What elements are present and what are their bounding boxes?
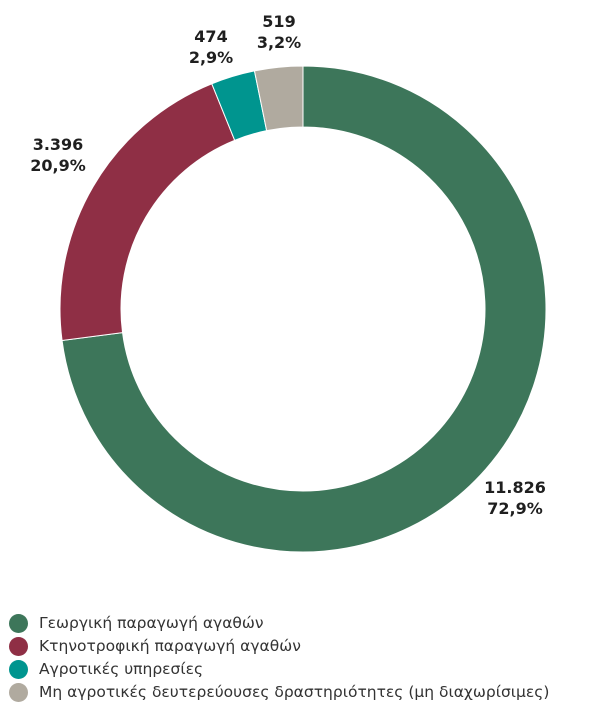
donut-chart: 11.826 72,9% 3.396 20,9% 474 2,9% 519 3,2% [30,12,547,553]
slice-percent-label-1: 72,9% [487,499,543,518]
slice-value-label-4: 519 [262,12,295,31]
legend-item-4: Μη αγροτικές δευτερεύουσες δραστηριότητε… [8,681,599,704]
slice-value-label-2: 3.396 [33,135,84,154]
slice-value-label-1: 11.826 [484,478,546,497]
legend-swatch-icon [9,614,28,633]
legend-swatch-icon [9,683,28,702]
legend-label: Κτηνοτροφική παραγωγή αγαθών [39,637,301,655]
chart-legend: Γεωργική παραγωγή αγαθών Κτηνοτροφική παρ… [8,612,599,704]
legend-label: Αγροτικές υπηρεσίες [39,660,204,678]
donut-slice-4 [253,65,304,132]
donut-slice-2 [59,83,236,342]
legend-item-2: Κτηνοτροφική παραγωγή αγαθών [8,635,599,658]
legend-item-3: Αγροτικές υπηρεσίες [8,658,599,681]
legend-label: Μη αγροτικές δευτερεύουσες δραστηριότητε… [39,683,550,701]
legend-swatch-icon [9,660,28,679]
legend-item-1: Γεωργική παραγωγή αγαθών [8,612,599,635]
legend-swatch-icon [9,637,28,656]
donut-slice-1 [61,65,547,553]
slice-percent-label-4: 3,2% [257,33,301,52]
slice-percent-label-3: 2,9% [189,48,233,67]
slice-value-label-3: 474 [194,27,227,46]
slice-percent-label-2: 20,9% [30,156,86,175]
legend-label: Γεωργική παραγωγή αγαθών [39,614,264,632]
